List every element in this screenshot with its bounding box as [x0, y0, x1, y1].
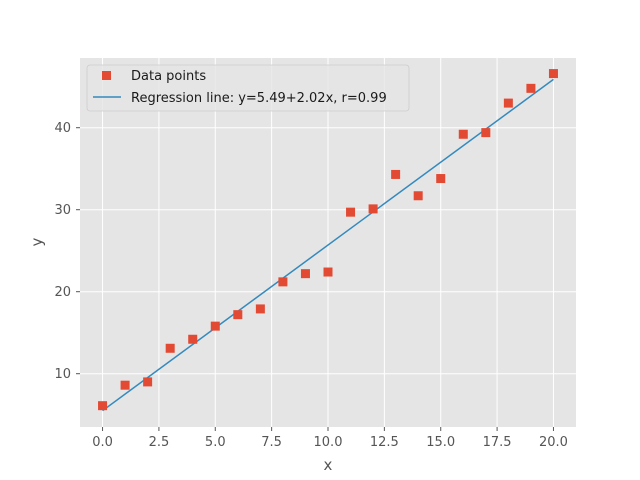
y-tick-label: 20: [54, 285, 71, 300]
data-point: [436, 174, 446, 184]
data-point: [481, 128, 491, 138]
x-tick-label: 17.5: [483, 435, 512, 450]
y-tick-label: 30: [54, 203, 71, 218]
y-ticks: 10 20 30 40: [54, 121, 80, 382]
data-point: [503, 98, 513, 108]
data-point: [278, 277, 288, 287]
legend-label-regression: Regression line: y=5.49+2.02x, r=0.99: [131, 91, 387, 106]
x-tick-label: 12.5: [370, 435, 399, 450]
data-point: [391, 169, 401, 179]
x-axis-label: x: [324, 456, 333, 474]
data-point: [188, 334, 198, 344]
data-point: [143, 377, 153, 387]
data-point: [255, 304, 265, 314]
data-point: [210, 321, 220, 331]
x-tick-label: 15.0: [426, 435, 455, 450]
data-point: [300, 269, 310, 279]
points-layer: [98, 69, 558, 411]
x-ticks: 0.0 2.5 5.0 7.5 10.0 12.5 15.0 17.5 20.0: [92, 427, 568, 450]
data-point: [413, 191, 423, 201]
grid: [80, 58, 576, 427]
regression-layer: [102, 78, 554, 412]
data-point: [346, 207, 356, 217]
legend-box: [86, 64, 410, 112]
data-point: [98, 401, 108, 411]
data-point: [458, 129, 468, 139]
x-tick-label: 0.0: [92, 435, 113, 450]
data-point: [120, 380, 130, 390]
data-point: [368, 204, 378, 214]
data-point: [526, 83, 536, 93]
y-tick-label: 40: [54, 121, 71, 136]
y-axis-label: y: [28, 237, 46, 246]
x-tick-label: 20.0: [539, 435, 568, 450]
legend: Data points Regression line: y=5.49+2.02…: [86, 64, 410, 112]
legend-label-data-points: Data points: [131, 69, 206, 84]
x-tick-label: 5.0: [205, 435, 226, 450]
legend-marker-data-points: [102, 71, 111, 80]
x-tick-label: 7.5: [261, 435, 282, 450]
data-point: [233, 310, 243, 320]
x-tick-label: 2.5: [149, 435, 170, 450]
y-tick-label: 10: [54, 367, 71, 382]
data-point: [165, 343, 175, 353]
x-tick-label: 10.0: [314, 435, 343, 450]
data-point: [323, 267, 333, 277]
data-point: [548, 69, 558, 79]
regression-line: [102, 78, 554, 412]
